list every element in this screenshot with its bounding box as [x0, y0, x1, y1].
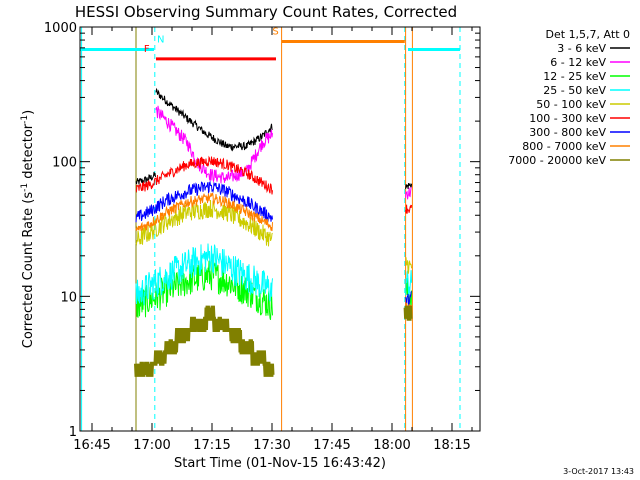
- series-5-segment-0: [135, 155, 273, 195]
- legend-label-0: 3 - 6 keV: [557, 42, 606, 55]
- x-axis-label: Start Time (01-Nov-15 16:43:42): [174, 456, 386, 471]
- series-8: [134, 305, 413, 377]
- x-tick-label-0: 16:45: [73, 438, 110, 453]
- plot-frame: [79, 26, 481, 432]
- flag-label-2: F: [144, 44, 150, 55]
- series-0: [135, 87, 413, 189]
- series-3-segment-0: [135, 243, 273, 306]
- y-tick-label-0: 1: [69, 425, 77, 440]
- x-tick-label-3: 17:30: [253, 438, 290, 453]
- series-8-segment-1: [403, 305, 413, 321]
- series-0-segment-1: [155, 87, 273, 152]
- legend-label-6: 300 - 800 keV: [529, 126, 606, 139]
- y-axis-ticks: 1 10 100 1000: [44, 21, 480, 440]
- series-1: [155, 105, 412, 200]
- x-tick-label-1: 17:00: [133, 438, 170, 453]
- y-label-end: ): [21, 110, 36, 115]
- series-4-segment-0: [135, 199, 273, 247]
- series-1-segment-0: [155, 105, 273, 184]
- legend-label-2: 12 - 25 keV: [543, 70, 606, 83]
- series-5: [135, 155, 413, 214]
- x-tick-label-4: 17:45: [313, 438, 350, 453]
- legend-title: Det 1,5,7, Att 0: [546, 28, 630, 41]
- legend-label-8: 7000 - 20000 keV: [508, 154, 606, 167]
- plot-content: NF S: [80, 27, 461, 431]
- flag-label-3: S: [272, 27, 278, 38]
- x-tick-label-6: 18:15: [433, 438, 470, 453]
- y-label-mid: detector: [21, 123, 36, 183]
- x-tick-label-5: 18:00: [373, 438, 410, 453]
- legend-label-4: 50 - 100 keV: [536, 98, 606, 111]
- series-6-segment-0: [135, 180, 273, 223]
- x-axis-ticks: 16:45 17:00 17:15 17:30 17:45 18:00 18:15: [73, 27, 473, 453]
- legend-label-5: 100 - 300 keV: [529, 112, 606, 125]
- series-0-segment-2: [405, 183, 413, 189]
- y-label-sup-1: -1: [20, 183, 30, 192]
- legend-label-1: 6 - 12 keV: [550, 56, 606, 69]
- series-4: [135, 199, 413, 274]
- y-label-sup-2: -1: [20, 115, 30, 124]
- x-tick-label-2: 17:15: [193, 438, 230, 453]
- flag-label-1: N: [157, 35, 164, 46]
- series-5-segment-1: [405, 204, 413, 214]
- series-7-segment-0: [135, 192, 273, 232]
- series-4-segment-1: [405, 257, 413, 274]
- flags-layer: NF S: [80, 27, 460, 61]
- series-0-segment-0: [135, 171, 156, 185]
- series-1-segment-1: [405, 186, 412, 200]
- y-tick-label-2: 100: [52, 156, 77, 171]
- series-layer: [134, 87, 413, 377]
- y-axis-label: Corrected Count Rate (s-1 detector-1): [20, 110, 36, 348]
- y-label-main: Corrected Count Rate (s: [21, 192, 36, 349]
- y-tick-label-1: 10: [60, 290, 77, 305]
- timestamp: 3-Oct-2017 13:43: [563, 467, 634, 476]
- chart-title: HESSI Observing Summary Count Rates, Cor…: [75, 3, 457, 21]
- series-8-segment-0: [134, 305, 275, 377]
- y-tick-label-3: 1000: [44, 21, 77, 36]
- legend-label-7: 800 - 7000 keV: [522, 140, 606, 153]
- legend-label-3: 25 - 50 keV: [543, 84, 606, 97]
